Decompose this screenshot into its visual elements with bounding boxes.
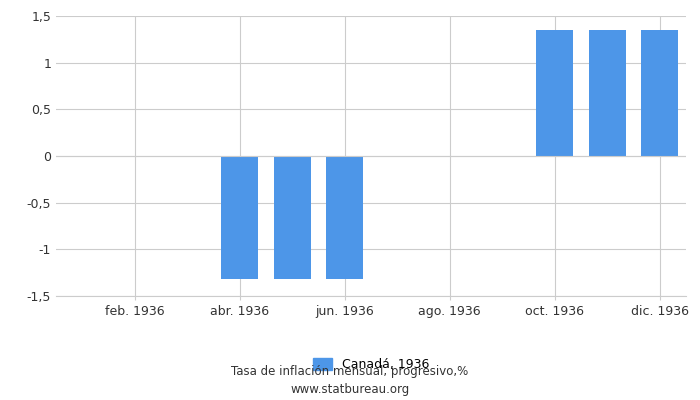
Bar: [589, 30, 626, 156]
Text: www.statbureau.org: www.statbureau.org: [290, 383, 410, 396]
Bar: [221, 156, 258, 279]
Text: Tasa de inflación mensual, progresivo,%: Tasa de inflación mensual, progresivo,%: [232, 365, 468, 378]
Bar: [641, 30, 678, 156]
Legend: Canadá, 1936: Canadá, 1936: [313, 358, 429, 371]
Bar: [326, 156, 363, 279]
Bar: [274, 156, 311, 279]
Bar: [536, 30, 573, 156]
